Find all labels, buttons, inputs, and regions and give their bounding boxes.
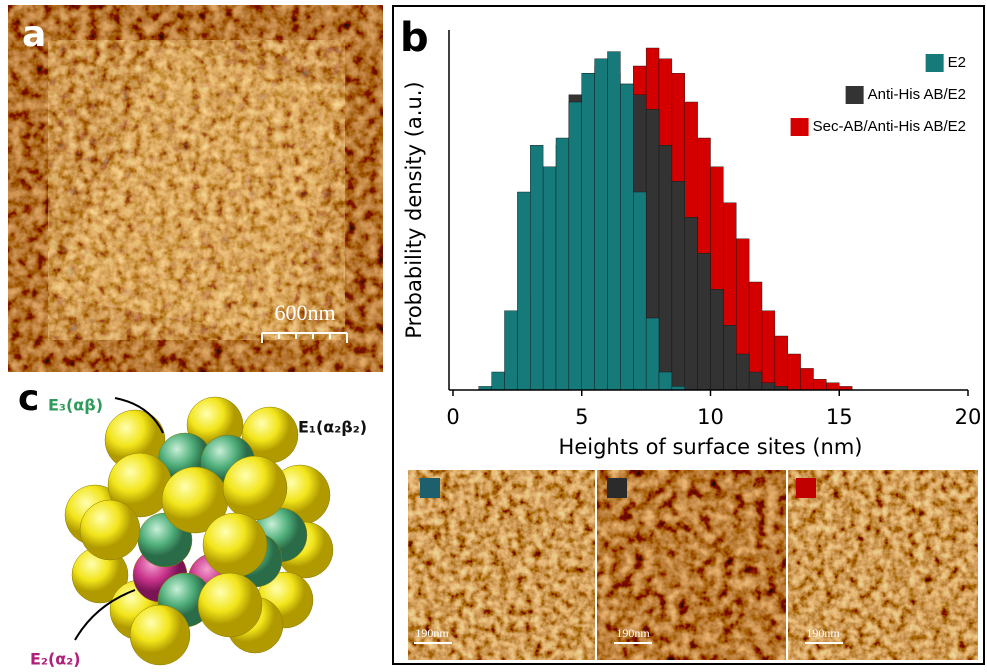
legend-swatch xyxy=(926,54,944,72)
histogram-bar xyxy=(582,73,595,390)
histogram-bar xyxy=(517,192,530,390)
histogram-bar xyxy=(814,379,827,390)
histogram-bar xyxy=(569,102,582,390)
subunit-label: E₁(α₂β₂) xyxy=(298,418,367,437)
histogram-bar xyxy=(672,181,685,390)
histogram-bar xyxy=(762,383,775,390)
x-axis-label: Heights of surface sites (nm) xyxy=(559,435,863,459)
scale-bar-label: 190nm xyxy=(415,626,449,640)
histogram-bar xyxy=(620,84,633,390)
x-tick-label: 15 xyxy=(826,405,853,429)
histogram-bar xyxy=(633,192,646,390)
histogram-bar xyxy=(646,318,659,390)
figure: a 600nm b 0 5 10 15 20 Heights of surface sit… xyxy=(0,0,987,668)
histogram-bar xyxy=(801,368,814,390)
protein-cluster xyxy=(65,397,333,665)
sample-marker xyxy=(420,478,440,498)
histogram-bar xyxy=(826,383,839,390)
histogram-bar xyxy=(505,311,518,390)
subunit-label: E₂(α₂) xyxy=(30,650,81,669)
histogram-bar xyxy=(543,167,556,390)
histogram-bar xyxy=(762,311,775,390)
scale-bar-label: 600nm xyxy=(274,300,335,325)
x-tick-label: 10 xyxy=(697,405,724,429)
histogram-bar xyxy=(723,325,736,390)
legend-label: E2 xyxy=(948,54,966,71)
x-tick-label: 0 xyxy=(446,405,459,429)
histogram-bar xyxy=(595,59,608,390)
legend-swatch xyxy=(846,86,864,104)
legend-label: Sec-AB/Anti-His AB/E2 xyxy=(813,118,966,135)
panel-label: a xyxy=(22,14,46,55)
histogram-bar xyxy=(711,289,724,390)
histogram-bar xyxy=(788,354,801,390)
histogram-bar xyxy=(698,253,711,390)
x-tick-label: 20 xyxy=(955,405,982,429)
histogram-bar xyxy=(492,372,505,390)
y-axis-label: Probability density (a.u.) xyxy=(402,81,426,338)
scale-bar-label: 190nm xyxy=(616,626,650,640)
scale-bar-label: 190nm xyxy=(806,626,840,640)
sample-marker xyxy=(607,478,627,498)
histogram-bar xyxy=(659,145,672,390)
histogram-bar xyxy=(659,372,672,390)
subunit-label: E₃(αβ) xyxy=(48,396,103,415)
panel-label: b xyxy=(400,15,429,61)
histogram-bar xyxy=(608,52,621,390)
histogram-bar xyxy=(749,372,762,390)
histogram-bar xyxy=(685,217,698,390)
histogram-bar xyxy=(775,336,788,390)
afm-thumbnails: 190nm 190nm 190nm xyxy=(408,470,978,660)
sample-marker xyxy=(796,478,816,498)
panel-label: c xyxy=(18,378,39,419)
histogram-bar xyxy=(556,138,569,390)
legend-label: Anti-His AB/E2 xyxy=(868,86,966,103)
x-tick-label: 5 xyxy=(575,405,588,429)
histogram-bar xyxy=(736,354,749,390)
legend-swatch xyxy=(791,118,809,136)
histogram: 0 5 10 15 20 Heights of surface sites (nm) Pro… xyxy=(402,30,981,459)
histogram-bar xyxy=(530,145,543,390)
